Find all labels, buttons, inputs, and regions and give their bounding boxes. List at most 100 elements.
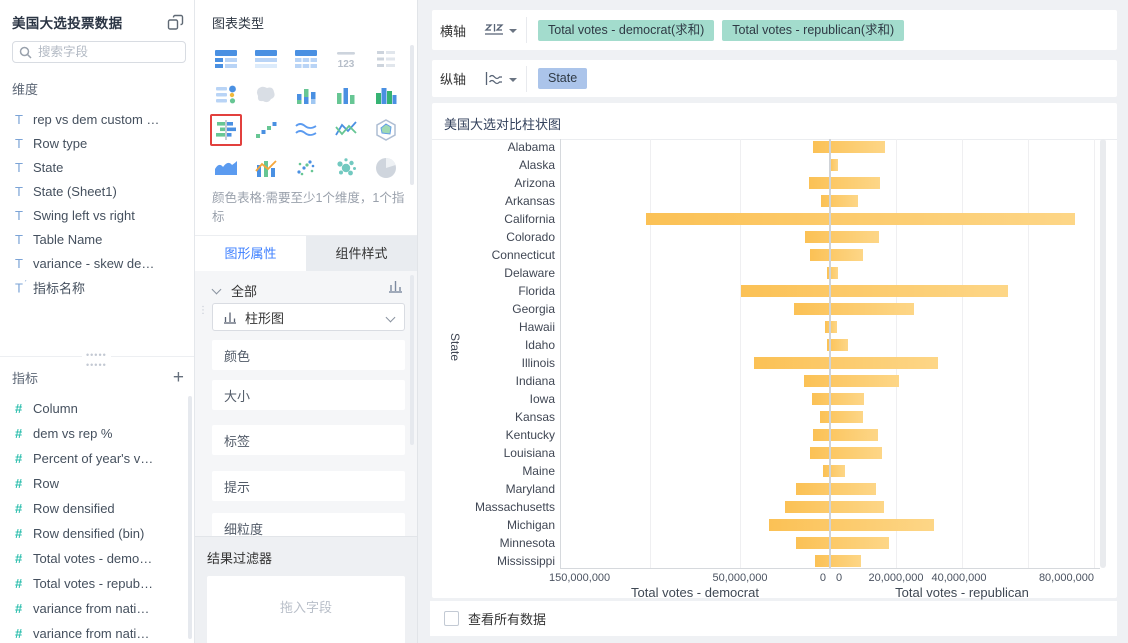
chart-type-stacked-bar-icon[interactable]	[290, 79, 322, 111]
measure-item[interactable]: # variance from nati…	[0, 596, 186, 621]
dimension-item[interactable]: T Table Name	[0, 227, 190, 251]
tab-component-style[interactable]: 组件样式	[306, 236, 417, 271]
property-tooltip[interactable]: 提示	[212, 471, 405, 501]
state-bar[interactable]	[809, 447, 882, 459]
property-color[interactable]: 颜色	[212, 340, 405, 370]
state-bar[interactable]	[826, 267, 838, 279]
chart-type-crosstab-icon[interactable]	[210, 43, 242, 75]
measure-item[interactable]: # Column	[0, 396, 186, 421]
filter-dropzone[interactable]: 拖入字段	[207, 576, 405, 643]
switch-dataset-icon[interactable]	[167, 14, 184, 31]
chart-type-radar-icon[interactable]	[370, 114, 402, 146]
dimension-item[interactable]: T Swing left vs right	[0, 203, 190, 227]
tab-graphic-properties[interactable]: 图形属性	[195, 236, 306, 271]
state-bar[interactable]	[646, 213, 1076, 225]
chart-type-bar-icon[interactable]	[330, 79, 362, 111]
chart-type-multi-line-icon[interactable]	[290, 114, 322, 146]
panel-resize-handle[interactable]: ••••• •••••	[0, 350, 194, 370]
dimension-chip[interactable]: State	[538, 68, 588, 89]
chart-type-detail-table-icon[interactable]	[290, 43, 322, 75]
gridline	[1094, 139, 1095, 568]
state-bar[interactable]	[812, 429, 878, 441]
property-label[interactable]: 标签	[212, 425, 405, 455]
state-bar[interactable]	[809, 177, 881, 189]
type-grid-scrollbar[interactable]	[410, 45, 414, 185]
measure-item[interactable]: # dem vs rep %	[0, 421, 186, 446]
field-label: Percent of year's v…	[33, 451, 154, 466]
measure-chip[interactable]: Total votes - republican(求和)	[722, 19, 905, 41]
property-size[interactable]: 大小	[212, 380, 405, 410]
state-bar[interactable]	[810, 249, 863, 261]
text-field-icon: T	[15, 207, 23, 223]
state-bar[interactable]	[740, 285, 1009, 297]
search-input[interactable]	[38, 45, 168, 59]
props-scrollbar[interactable]	[410, 275, 414, 445]
property-granularity[interactable]: 细粒度	[212, 513, 405, 536]
dimension-item[interactable]: T State (Sheet1)	[0, 179, 190, 203]
chart-type-step-icon[interactable]	[250, 114, 282, 146]
state-bar[interactable]	[785, 501, 885, 513]
measure-item[interactable]: # Total votes - repub…	[0, 571, 186, 596]
state-bar[interactable]	[812, 141, 885, 153]
layer-type-select[interactable]: 柱形图	[212, 303, 405, 331]
measure-item[interactable]: # Row densified	[0, 496, 186, 521]
chart-type-card-icon[interactable]	[210, 79, 242, 111]
field-label: Table Name	[33, 231, 103, 247]
calculated-text-field-icon: T	[15, 279, 33, 295]
add-measure-button[interactable]: +	[172, 366, 184, 388]
chart-type-kpi-icon[interactable]: 123	[330, 43, 362, 75]
measure-item[interactable]: # Percent of year's v…	[0, 446, 186, 471]
measure-axis-icon[interactable]	[484, 23, 517, 38]
state-bar[interactable]	[754, 357, 938, 369]
chart-type-scatter-icon[interactable]	[290, 152, 322, 184]
chart-type-area-icon[interactable]	[210, 152, 242, 184]
measure-item[interactable]: # Row	[0, 471, 186, 496]
chart-scrollbar[interactable]	[1100, 139, 1106, 568]
state-bar[interactable]	[823, 465, 845, 477]
state-bar[interactable]	[769, 519, 934, 531]
chart-type-pie-icon[interactable]	[370, 152, 402, 184]
chart-type-histogram-icon[interactable]	[370, 79, 402, 111]
dimension-axis-icon[interactable]	[484, 71, 517, 86]
state-bar[interactable]	[826, 339, 848, 351]
state-bar[interactable]	[795, 483, 876, 495]
state-bar[interactable]	[814, 555, 862, 567]
column-chart-mini-icon[interactable]	[388, 279, 403, 293]
number-field-icon: #	[15, 551, 23, 566]
chart-type-combo-icon[interactable]	[250, 152, 282, 184]
state-bar[interactable]	[828, 159, 838, 171]
chart-type-tornado-icon[interactable]	[210, 114, 242, 146]
dimension-item[interactable]: T Row type	[0, 131, 190, 155]
state-bar[interactable]	[820, 411, 863, 423]
sidebar-scrollbar[interactable]	[188, 396, 192, 639]
measure-item[interactable]: # Total votes - demo…	[0, 546, 186, 571]
all-layers-row[interactable]: 全部	[211, 281, 257, 300]
dimension-item[interactable]: T State	[0, 155, 190, 179]
measure-item[interactable]: # variance from nati…	[0, 621, 186, 643]
chart-type-trend-card-icon[interactable]	[370, 43, 402, 75]
text-field-icon: T	[15, 255, 23, 271]
state-label: Alabama	[507, 140, 555, 154]
state-label: Illinois	[521, 356, 555, 370]
measure-chip[interactable]: Total votes - democrat(求和)	[538, 19, 715, 41]
measure-item[interactable]: # Row densified (bin)	[0, 521, 186, 546]
layer-drag-handle-icon[interactable]: ⋮⋮	[198, 305, 218, 316]
state-bar[interactable]	[793, 303, 915, 315]
state-bar[interactable]	[803, 375, 899, 387]
number-field-icon: #	[15, 576, 23, 591]
state-bar[interactable]	[820, 195, 859, 207]
chart-type-bubble-icon[interactable]	[330, 152, 362, 184]
view-all-data-checkbox[interactable]	[444, 611, 459, 626]
state-bar[interactable]	[804, 231, 879, 243]
state-bar[interactable]	[795, 537, 890, 549]
chart-type-table-icon[interactable]	[250, 43, 282, 75]
field-label: Swing left vs right	[33, 207, 135, 223]
state-bar[interactable]	[812, 393, 865, 405]
chart-type-map-icon[interactable]	[250, 79, 282, 111]
chart-type-line-icon[interactable]	[330, 114, 362, 146]
graphic-properties-section: 全部 ⋮⋮ 柱形图 颜色大小标签提示细粒度	[195, 271, 417, 536]
axis-tick-label: 150,000,000	[549, 572, 611, 584]
dimension-item[interactable]: T指标名称	[0, 275, 190, 299]
